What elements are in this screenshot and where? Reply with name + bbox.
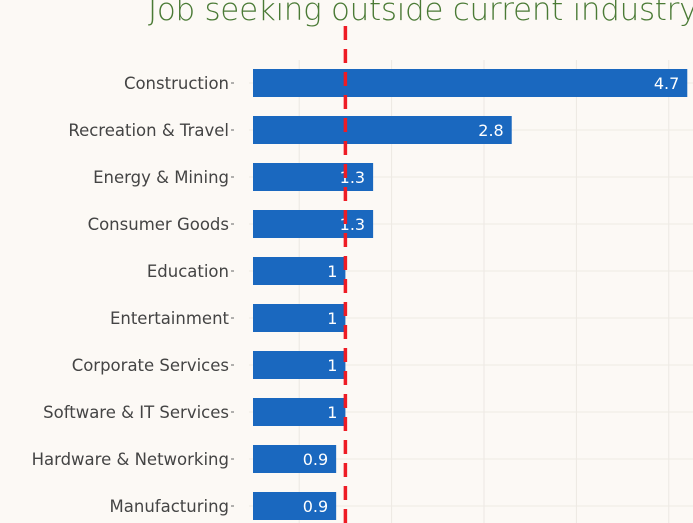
data-label: 1 — [327, 262, 337, 281]
data-label: 0.9 — [303, 450, 328, 469]
bar — [253, 116, 512, 144]
bar — [253, 257, 346, 285]
data-label: 1.3 — [340, 168, 365, 187]
data-label: 1 — [327, 309, 337, 328]
category-label: Recreation & Travel — [68, 121, 229, 140]
bar — [253, 163, 374, 191]
category-label: Consumer Goods — [88, 215, 229, 234]
bar — [253, 445, 337, 473]
category-label: Corporate Services — [72, 356, 229, 375]
bar — [253, 304, 346, 332]
category-label: Construction — [124, 74, 229, 93]
data-label: 2.8 — [478, 121, 503, 140]
category-label: Entertainment — [110, 309, 230, 328]
category-label: Energy & Mining — [93, 168, 229, 187]
bar — [253, 69, 688, 97]
data-label: 0.9 — [303, 497, 328, 516]
category-label: Software & IT Services — [43, 403, 229, 422]
bar — [253, 210, 374, 238]
chart-title: Job seeking outside current industry — [148, 0, 693, 28]
data-label: 1.3 — [340, 215, 365, 234]
category-label: Education — [147, 262, 229, 281]
data-label: 1 — [327, 403, 337, 422]
category-label: Hardware & Networking — [32, 450, 229, 469]
category-label: Manufacturing — [110, 497, 229, 516]
bar — [253, 398, 346, 426]
bar — [253, 492, 337, 520]
data-label: 1 — [327, 356, 337, 375]
bar — [253, 351, 346, 379]
data-label: 4.7 — [654, 74, 679, 93]
